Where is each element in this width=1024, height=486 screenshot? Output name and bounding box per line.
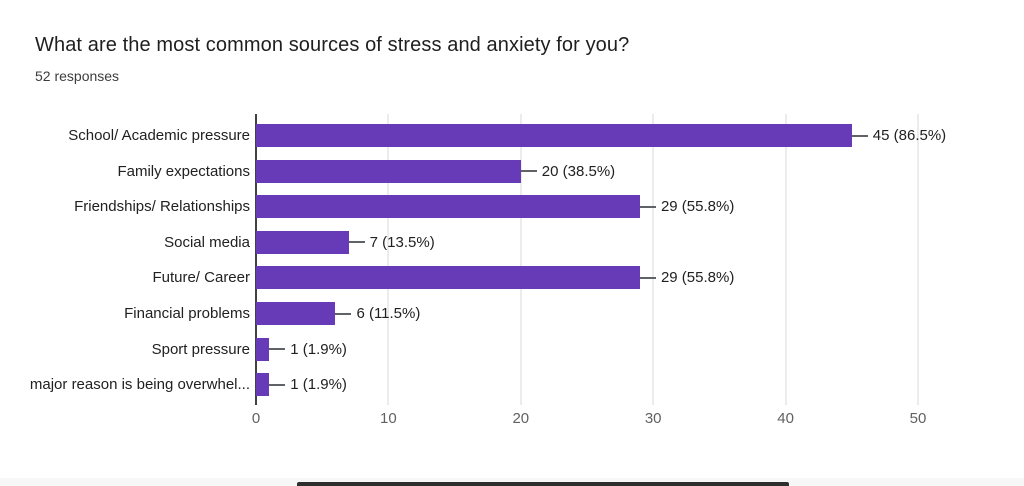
category-label: Friendships/ Relationships	[74, 198, 250, 216]
x-tick-label: 50	[909, 410, 927, 427]
bar-label-group: 1 (1.9%)	[269, 338, 347, 361]
bar-value-label: 7 (13.5%)	[369, 233, 435, 251]
connector-line	[269, 383, 286, 386]
connector-line	[520, 170, 537, 173]
bar-value-label: 45 (86.5%)	[872, 127, 947, 144]
bar-label-group: 29 (55.8%)	[639, 266, 735, 289]
connector-line	[851, 134, 868, 137]
bar-value-label: 29 (55.8%)	[660, 269, 735, 287]
bar-value-label: 1 (1.9%)	[290, 340, 347, 358]
x-tick-label: 10	[380, 410, 397, 427]
bar-value-label: 6 (11.5%)	[356, 305, 421, 322]
response-count: 52 responses	[35, 68, 120, 84]
connector-line	[639, 276, 656, 279]
gridline	[519, 114, 522, 405]
bar-label-group: 45 (86.5%)	[851, 124, 947, 147]
bar-value-label: 29 (55.8%)	[660, 198, 735, 216]
bar-label-group: 1 (1.9%)	[269, 373, 347, 396]
chart-title: What are the most common sources of stre…	[35, 34, 630, 56]
category-label: major reason is being overwhel...	[29, 376, 250, 394]
gridline	[387, 114, 390, 405]
gridline	[784, 114, 787, 405]
bar	[256, 302, 336, 325]
connector-line	[269, 348, 286, 351]
bar	[256, 337, 270, 361]
bar	[256, 373, 270, 397]
category-label: Social media	[164, 233, 250, 251]
bar-label-group: 7 (13.5%)	[348, 231, 435, 254]
category-label: Family expectations	[117, 162, 250, 180]
category-label: Financial problems	[124, 305, 250, 322]
x-tick-label: 30	[644, 410, 662, 427]
x-tick-label: 20	[512, 410, 530, 427]
bar-label-group: 6 (11.5%)	[335, 302, 420, 325]
connector-line	[639, 205, 656, 208]
bar	[256, 124, 852, 147]
connector-line	[335, 312, 352, 315]
gridline	[652, 114, 655, 405]
category-label: Future/ Career	[152, 269, 250, 287]
gridline	[917, 114, 919, 405]
category-label: School/ Academic pressure	[68, 127, 250, 144]
bar	[256, 230, 349, 254]
bar-label-group: 29 (55.8%)	[639, 195, 735, 218]
category-label: Sport pressure	[151, 340, 250, 358]
bar-value-label: 20 (38.5%)	[541, 162, 616, 180]
bar-label-group: 20 (38.5%)	[520, 160, 616, 183]
x-tick-label: 40	[777, 410, 794, 427]
bar-value-label: 1 (1.9%)	[290, 376, 347, 394]
connector-line	[348, 241, 365, 244]
home-indicator-bar	[297, 482, 789, 486]
bar	[256, 159, 521, 183]
bar	[256, 195, 640, 219]
y-axis-line	[255, 114, 257, 405]
plot-area: 45 (86.5%) 20 (38.5%) 29 (55.8%) 7 (13.5%) 2…	[255, 114, 946, 405]
x-tick-label: 0	[251, 410, 261, 427]
bar	[256, 266, 640, 290]
